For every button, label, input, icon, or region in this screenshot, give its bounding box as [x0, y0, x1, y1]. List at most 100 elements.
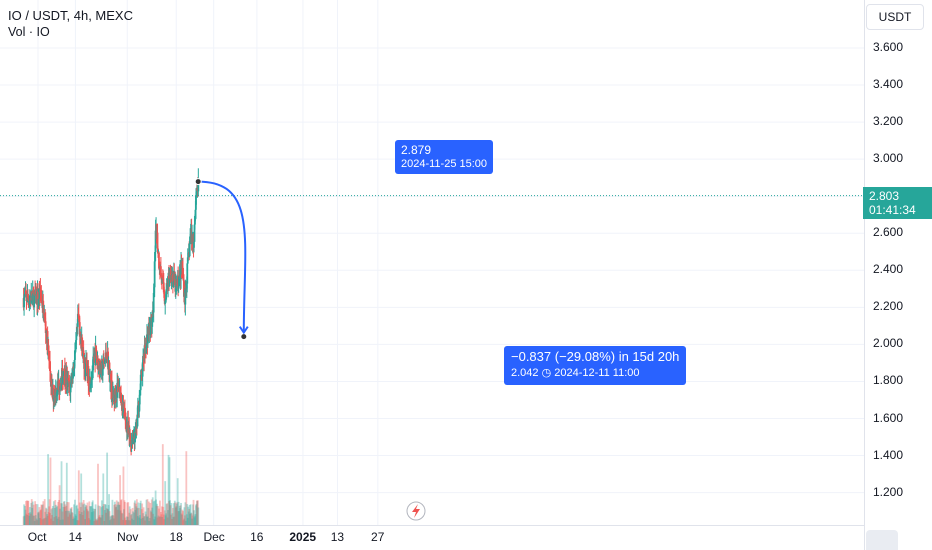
volume-bar: [141, 517, 144, 525]
volume-bar: [68, 510, 71, 525]
price-tick-label: 2.600: [873, 225, 904, 240]
lightning-icon[interactable]: [406, 501, 426, 521]
candle-body: [168, 278, 171, 284]
symbol-title[interactable]: IO / USDT, 4h, MEXC: [8, 8, 133, 23]
volume-bar: [94, 504, 97, 525]
volume-bar: [172, 503, 175, 525]
volume-bar: [171, 519, 173, 525]
volume-bar: [158, 508, 160, 525]
volume-bar: [66, 501, 69, 525]
volume-bar: [194, 515, 196, 525]
volume-bar: [120, 500, 122, 525]
volume-bar: [182, 520, 185, 525]
currency-button[interactable]: USDT: [866, 4, 924, 30]
time-tick-label: 27: [371, 530, 385, 544]
chart-legend: IO / USDT, 4h, MEXC Vol · IO: [8, 7, 133, 41]
volume-bar: [88, 501, 91, 525]
volume-bar: [149, 510, 152, 525]
volume-bar: [184, 520, 187, 525]
volume-bar: [181, 509, 184, 525]
candle-body: [165, 291, 168, 300]
high-price-tooltip: 2.879 2024-11-25 15:00: [395, 140, 494, 174]
candle-body: [194, 218, 196, 225]
volume-bar: [61, 511, 64, 525]
volume-bar: [87, 511, 90, 525]
volume-bar: [28, 507, 31, 525]
volume-bar: [52, 501, 55, 525]
time-tick-label: Oct: [27, 530, 47, 544]
volume-bar: [44, 511, 47, 525]
volume-bar: [63, 506, 66, 525]
candle-body: [39, 286, 42, 293]
candle-body: [42, 300, 45, 306]
volume-bar: [43, 499, 46, 525]
volume-bar: [54, 504, 57, 525]
volume-bar: [37, 512, 39, 525]
volume-bar: [169, 500, 171, 525]
volume-bar: [27, 512, 30, 525]
volume-bar: [194, 514, 197, 525]
volume-bar: [191, 515, 194, 525]
candle-body: [72, 366, 74, 379]
volume-bar: [25, 500, 27, 525]
volume-bar: [153, 500, 156, 525]
volume-bar: [97, 505, 100, 525]
volume-bar: [175, 506, 178, 525]
volume-bar: [164, 481, 167, 525]
candle-body: [165, 283, 168, 292]
volume-bar: [107, 509, 109, 525]
volume-bar: [142, 513, 145, 525]
volume-bar: [23, 515, 26, 525]
volume-bar: [70, 508, 73, 525]
projection-end-point[interactable]: [240, 333, 248, 341]
scale-settings-tab[interactable]: [866, 530, 898, 550]
projection-change: −0.837 (−29.08%) in 15d 20h: [511, 349, 680, 364]
volume-bar: [185, 451, 188, 525]
volume-bar: [195, 505, 197, 525]
volume-bar: [152, 513, 155, 525]
volume-bar: [123, 501, 126, 525]
volume-bar: [125, 516, 128, 525]
volume-bar: [146, 516, 148, 525]
volume-bar: [111, 515, 114, 525]
volume-bar: [175, 503, 178, 525]
volume-bar: [115, 500, 118, 525]
volume-bar: [174, 502, 177, 525]
volume-bar: [90, 506, 93, 525]
volume-bar: [145, 499, 148, 525]
volume-bar: [116, 509, 119, 525]
volume-bar: [180, 502, 182, 525]
volume-bar: [74, 499, 76, 525]
volume-bar: [126, 502, 129, 525]
volume-bar: [48, 506, 50, 525]
volume-bar: [101, 514, 104, 525]
volume-bar: [147, 507, 150, 525]
price-tick-label: 1.400: [873, 447, 904, 462]
volume-bar: [55, 507, 58, 525]
volume-bar: [133, 512, 135, 525]
volume-bar: [96, 518, 99, 525]
candle-body: [145, 337, 148, 354]
candle-body: [75, 336, 78, 341]
volume-bar: [30, 499, 33, 525]
volume-bar: [149, 502, 152, 525]
volume-bar: [114, 504, 117, 525]
volume-bar: [156, 503, 158, 525]
volume-bar: [43, 518, 46, 525]
volume-bar: [57, 516, 60, 525]
countdown-timer: 01:41:34: [869, 202, 916, 217]
volume-bar: [197, 507, 200, 525]
volume-bar: [152, 501, 155, 525]
volume-bar: [150, 499, 153, 525]
volume-bar: [118, 504, 121, 525]
volume-bar: [144, 511, 147, 525]
volume-legend[interactable]: Vol · IO: [8, 25, 50, 39]
volume-bar: [196, 500, 199, 525]
volume-bar: [163, 510, 166, 525]
projection-start-point[interactable]: [194, 178, 202, 186]
volume-bar: [160, 514, 163, 525]
volume-bar: [99, 506, 101, 525]
candle-body: [87, 366, 90, 386]
candle-body: [92, 356, 95, 371]
